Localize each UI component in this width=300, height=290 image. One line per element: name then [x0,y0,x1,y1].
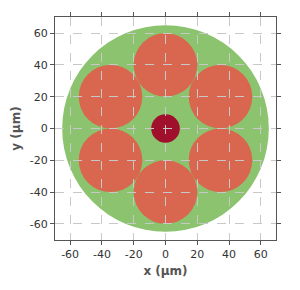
svg-text:-40: -40 [30,186,48,199]
svg-text:x (µm): x (µm) [143,264,187,278]
svg-text:60: 60 [254,248,268,261]
svg-text:-40: -40 [93,248,111,261]
svg-text:0: 0 [41,122,48,135]
svg-text:20: 20 [34,91,48,104]
svg-text:20: 20 [190,248,204,261]
svg-text:60: 60 [34,27,48,40]
svg-text:0: 0 [162,248,169,261]
svg-text:40: 40 [34,59,48,72]
svg-text:40: 40 [222,248,236,261]
svg-text:-60: -60 [30,218,48,231]
svg-text:-60: -60 [61,248,79,261]
svg-text:y (µm): y (µm) [9,106,23,150]
svg-text:-20: -20 [125,248,143,261]
svg-text:-20: -20 [30,154,48,167]
